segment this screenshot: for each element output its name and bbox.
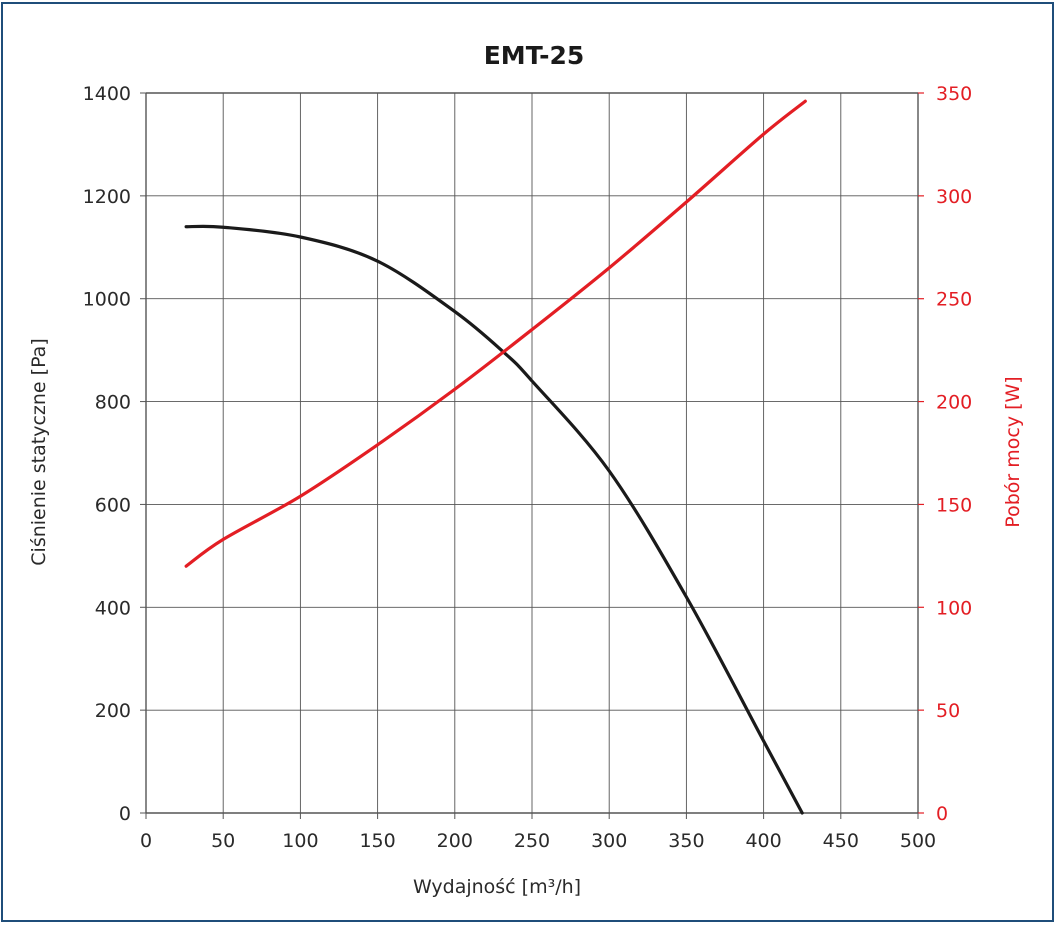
y-left-tick-label: 400	[95, 597, 131, 619]
chart-grid	[140, 92, 924, 819]
x-tick-label: 500	[900, 830, 936, 852]
x-tick-label: 100	[282, 830, 318, 852]
power-curve-line	[184, 99, 807, 568]
chart-title: EMT-25	[484, 41, 585, 70]
y-right-tick-label: 150	[936, 494, 972, 516]
x-tick-label: 300	[591, 830, 627, 852]
x-tick-label: 350	[668, 830, 704, 852]
x-tick-label: 200	[437, 830, 473, 852]
y-left-tick-label: 1000	[83, 289, 131, 311]
y-right-axis-ticks: 0 50 100 150 200 250 300 350	[936, 83, 972, 825]
x-tick-label: 150	[359, 830, 395, 852]
y-left-tick-label: 600	[95, 494, 131, 516]
y-right-tick-label: 200	[936, 392, 972, 414]
x-tick-label: 250	[514, 830, 550, 852]
x-axis-ticks: 0 50 100 150 200 250 300 350 400 450 500	[140, 830, 936, 852]
x-tick-label: 50	[211, 830, 235, 852]
y-left-tick-label: 1200	[83, 186, 131, 208]
y-left-axis-ticks: 0 200 400 600 800 1000 1200 1400	[83, 83, 131, 825]
pressure-curve-line	[184, 224, 804, 815]
y-right-axis-label: Pobór mocy [W]	[1002, 376, 1024, 527]
y-left-tick-label: 0	[119, 803, 131, 825]
y-right-tick-label: 300	[936, 186, 972, 208]
y-left-tick-label: 800	[95, 392, 131, 414]
y-left-axis-label: Ciśnienie statyczne [Pa]	[28, 338, 50, 565]
x-tick-label: 450	[823, 830, 859, 852]
x-tick-label: 400	[745, 830, 781, 852]
y-left-tick-label: 200	[95, 700, 131, 722]
y-right-tick-label: 0	[936, 803, 948, 825]
y-right-tick-label: 250	[936, 289, 972, 311]
y-right-tick-label: 350	[936, 83, 972, 105]
y-right-tick-label: 50	[936, 700, 960, 722]
series-layer	[184, 99, 807, 815]
x-axis-label: Wydajność [m³/h]	[413, 876, 581, 898]
y-right-tick-label: 100	[936, 597, 972, 619]
x-tick-label: 0	[140, 830, 152, 852]
y-left-tick-label: 1400	[83, 83, 131, 105]
